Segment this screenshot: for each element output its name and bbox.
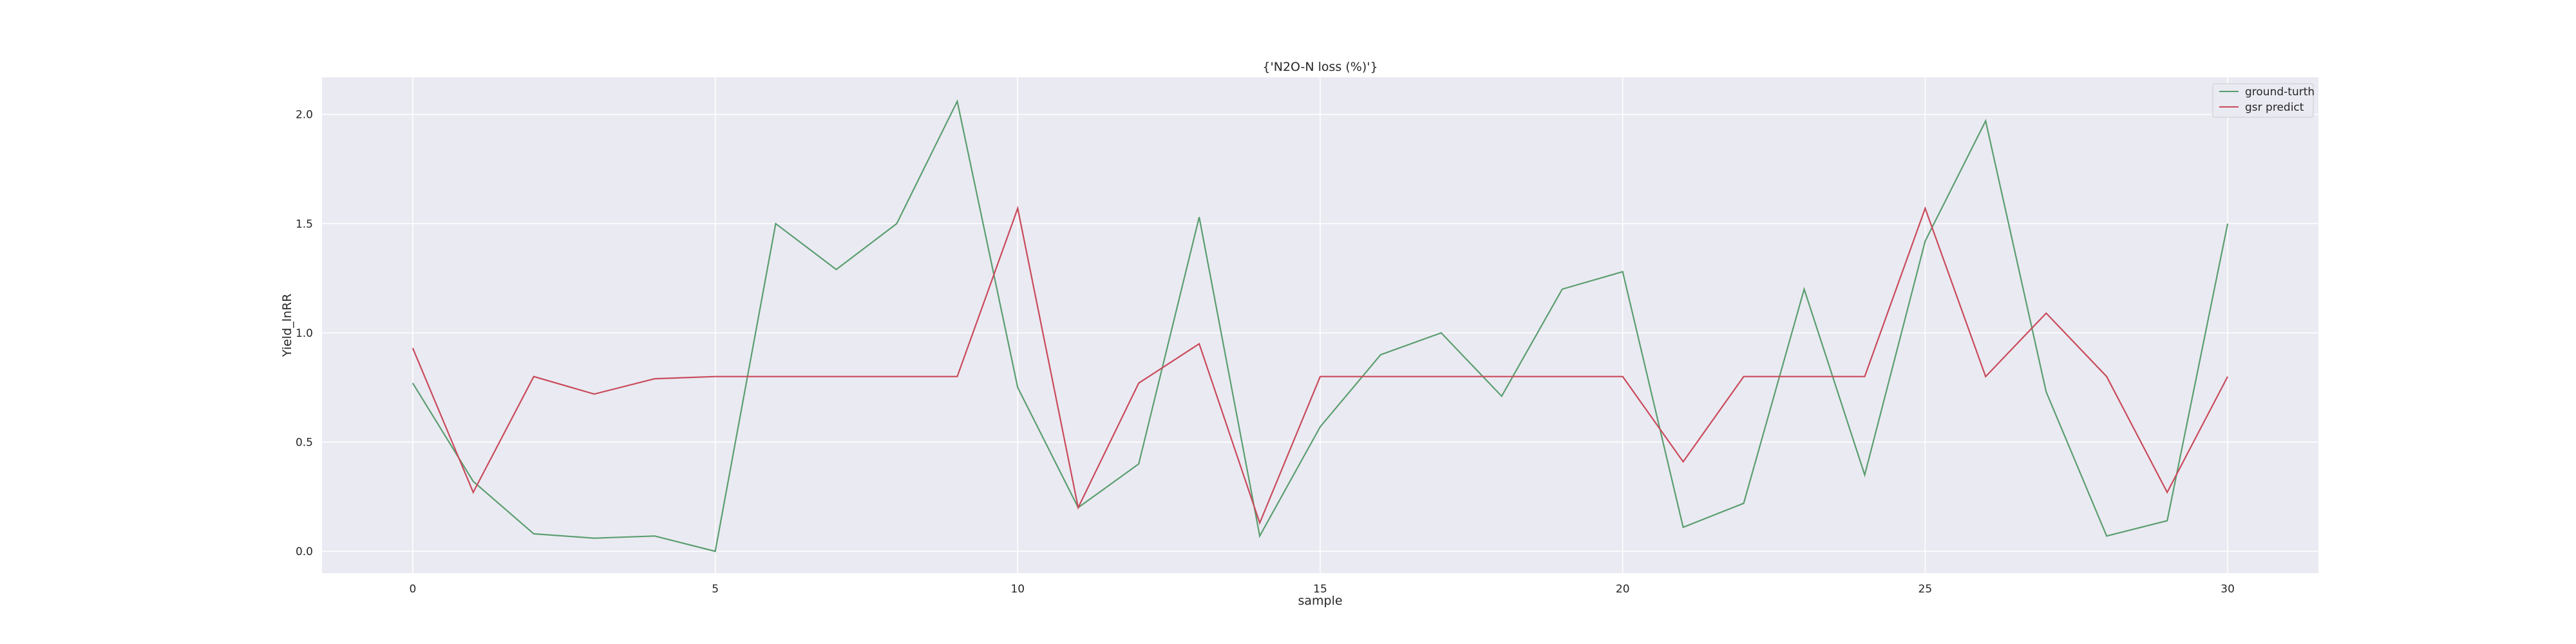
tick-labels: 0 5 10 15 20 25 30 0.0 0.5 1.0 1.5 2.0: [296, 109, 2235, 596]
grid-lines: [322, 77, 2318, 573]
y-tick-label: 2.0: [296, 109, 313, 122]
chart-title: {'N2O-N loss (%)'}: [1262, 60, 1378, 74]
x-axis-label: sample: [1298, 594, 1342, 608]
y-tick-label: 0.5: [296, 436, 313, 449]
x-tick-label: 25: [1918, 583, 1933, 596]
legend-label-gsr-predict: gsr predict: [2245, 101, 2304, 114]
y-axis-label: Yield_lnRR: [280, 294, 294, 357]
legend: ground-turth gsr predict: [2212, 83, 2315, 118]
x-tick-label: 20: [1616, 583, 1630, 596]
x-tick-label: 5: [712, 583, 719, 596]
x-tick-label: 15: [1313, 583, 1327, 596]
series-line-gsr-predict: [412, 205, 2229, 526]
legend-label-ground-turth: ground-turth: [2245, 86, 2315, 99]
series-line-ground-turth: [412, 99, 2229, 553]
y-tick-label: 0.0: [296, 545, 313, 558]
x-tick-label: 10: [1010, 583, 1025, 596]
y-tick-label: 1.0: [296, 327, 313, 340]
x-tick-label: 30: [2221, 583, 2235, 596]
series-layer: [412, 99, 2229, 553]
x-tick-label: 0: [409, 583, 416, 596]
y-tick-label: 1.5: [296, 218, 313, 231]
